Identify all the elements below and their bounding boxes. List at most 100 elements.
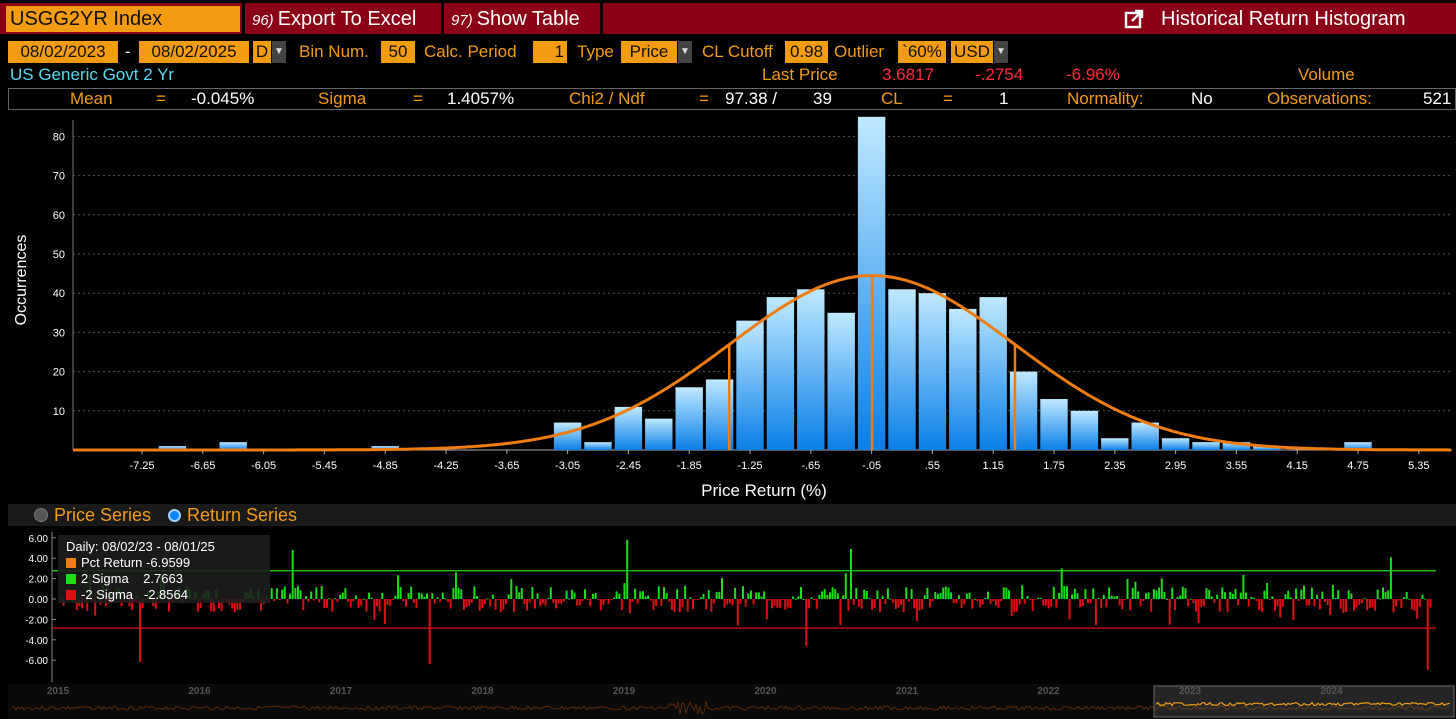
return-bar xyxy=(1268,599,1271,600)
cl-label: CL xyxy=(881,89,903,108)
return-bar xyxy=(391,599,394,600)
return-bar xyxy=(1295,588,1298,599)
x-axis-title: Price Return (%) xyxy=(701,481,827,500)
return-bar xyxy=(1076,593,1079,599)
return-bar xyxy=(349,599,352,608)
return-bar xyxy=(581,599,584,601)
return-bar xyxy=(381,592,384,599)
return-bar xyxy=(323,599,326,609)
return-bar xyxy=(620,599,623,610)
return-bar xyxy=(1379,598,1382,600)
currency-dropdown-icon[interactable]: ▼ xyxy=(994,41,1008,63)
cl-cutoff-input[interactable]: 0.98 xyxy=(785,41,828,63)
return-bar xyxy=(1360,599,1363,604)
end-date-input[interactable]: 08/02/2025 xyxy=(139,41,249,63)
return-bar xyxy=(715,592,718,599)
return-bar xyxy=(1116,596,1118,599)
return-bar xyxy=(368,592,371,599)
price-series-radio[interactable]: Price Series xyxy=(34,504,151,526)
return-bar xyxy=(220,599,223,611)
return-bar xyxy=(663,587,665,599)
type-select[interactable]: Price xyxy=(621,41,677,63)
return-bar xyxy=(499,599,502,613)
return-bar xyxy=(668,599,671,602)
normality-label: Normality: xyxy=(1067,89,1144,108)
return-bar xyxy=(557,599,560,604)
plus-2sigma-value: 2.7663 xyxy=(143,571,183,586)
return-bar xyxy=(1384,591,1387,599)
y-tick-label: 6.00 xyxy=(29,534,49,545)
return-bar xyxy=(528,599,531,603)
return-bar xyxy=(1071,594,1074,599)
return-bar xyxy=(952,599,955,604)
return-bar xyxy=(847,599,850,611)
return-bar xyxy=(523,599,526,604)
return-bar xyxy=(1292,599,1295,620)
return-bar xyxy=(1368,599,1371,609)
return-bar xyxy=(399,587,402,599)
return-bar xyxy=(1131,587,1134,599)
return-bar xyxy=(362,598,365,600)
return-bar xyxy=(1152,589,1155,599)
periodicity-select[interactable]: D xyxy=(253,41,271,63)
chi-label: Chi2 / Ndf xyxy=(569,89,645,108)
return-bar xyxy=(297,586,299,599)
y-tick-label: 80 xyxy=(53,131,65,143)
return-bar xyxy=(771,599,773,609)
return-bar xyxy=(460,589,463,599)
return-bar xyxy=(657,586,660,599)
timeline-year-label: 2019 xyxy=(613,686,636,697)
external-link-icon[interactable] xyxy=(1124,9,1144,29)
bin-num-input[interactable]: 50 xyxy=(381,41,415,63)
calc-period-input[interactable]: 1 xyxy=(533,41,567,63)
return-bar xyxy=(958,595,960,599)
outlier-input[interactable]: `60% xyxy=(898,41,946,63)
return-bar xyxy=(1094,599,1097,626)
type-dropdown-icon[interactable]: ▼ xyxy=(678,41,692,63)
timeline-year-label: 2016 xyxy=(188,686,211,697)
return-bar xyxy=(331,599,334,612)
return-bar xyxy=(673,599,676,612)
export-excel-button[interactable]: 96) Export To Excel xyxy=(246,6,441,32)
bin-label: Bin Num. xyxy=(299,42,369,61)
return-bar xyxy=(678,599,681,613)
histogram-bar xyxy=(888,289,916,450)
start-date-input[interactable]: 08/02/2023 xyxy=(8,41,118,63)
return-bar xyxy=(836,593,839,599)
return-bar xyxy=(1176,596,1179,599)
show-table-button[interactable]: 97) Show Table xyxy=(445,6,600,32)
return-bar xyxy=(1200,599,1203,607)
return-bar xyxy=(1113,596,1116,599)
return-bar xyxy=(1321,591,1324,599)
mean-label: Mean xyxy=(70,89,113,108)
histogram-bar xyxy=(949,308,977,450)
timeline-selection-window xyxy=(1153,685,1455,718)
return-bar xyxy=(1263,590,1266,599)
y-tick-label: -6.00 xyxy=(25,656,48,667)
return-bar xyxy=(802,599,805,600)
periodicity-dropdown-icon[interactable]: ▼ xyxy=(272,41,286,63)
return-series-radio[interactable]: Return Series xyxy=(168,504,297,526)
currency-select[interactable]: USD xyxy=(951,41,993,63)
return-bar xyxy=(942,587,945,599)
return-bar xyxy=(805,599,808,646)
return-bar xyxy=(1052,586,1055,599)
cl-value: 1 xyxy=(999,89,1009,108)
x-tick-label: 2.35 xyxy=(1104,460,1125,472)
return-bar xyxy=(855,587,858,599)
x-tick-label: -2.45 xyxy=(616,460,641,472)
return-bar xyxy=(915,599,918,622)
return-bar xyxy=(1166,598,1168,600)
histogram-bar xyxy=(584,442,612,450)
return-bar xyxy=(584,589,586,599)
return-bar xyxy=(1010,599,1013,617)
return-bar xyxy=(1331,585,1334,599)
return-bar xyxy=(1429,599,1432,608)
timeline-navigator[interactable]: 2015 2016 2017 2018 2019 2020 2021 2022 2023 2024… xyxy=(8,684,1456,719)
return-bar xyxy=(1255,599,1258,601)
return-bar xyxy=(1234,588,1237,599)
return-bar xyxy=(536,593,539,599)
ticker-field[interactable]: USGG2YR Index xyxy=(6,6,240,32)
return-bar xyxy=(686,599,689,612)
return-bar xyxy=(573,592,576,599)
